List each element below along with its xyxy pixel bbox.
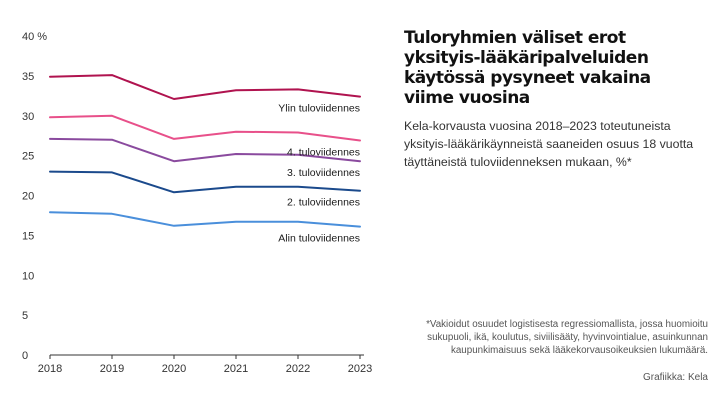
series-line: [49, 74, 361, 100]
y-tick-label: 40 %: [22, 31, 47, 43]
series-line: [49, 211, 361, 228]
y-tick-label: 30: [22, 111, 34, 123]
text-panel: Tuloryhmien väliset erot yksityis-lääkär…: [404, 28, 704, 171]
chart-title: Tuloryhmien väliset erot yksityis-lääkär…: [404, 28, 651, 108]
y-tick-label: 20: [22, 191, 34, 203]
y-tick-label: 15: [22, 230, 34, 242]
series-line: [49, 137, 361, 163]
x-axis: 2018 2019 2020 2021 2022 2023: [38, 354, 372, 375]
x-tick-label: 2021: [224, 363, 248, 375]
series-label: 2. tuloviidennes: [287, 197, 360, 209]
chart-subtitle: Kela-korvausta vuosina 2018–2023 toteutu…: [404, 119, 694, 169]
x-tick-label: 2019: [100, 363, 124, 375]
series-labels: Ylin tuloviidennes 4. tuloviidennes 3. tul…: [278, 103, 360, 245]
series-label: Ylin tuloviidennes: [278, 103, 360, 115]
footnote: *Vakioidut osuudet logistisesta regressi…: [426, 319, 708, 356]
y-tick-label: 25: [22, 151, 34, 163]
series-line: [49, 170, 361, 194]
x-tick-label: 2023: [348, 363, 372, 375]
series-label: Alin tuloviidennes: [278, 233, 360, 245]
series-line: [49, 114, 361, 142]
credit: Grafiikka: Kela: [642, 372, 708, 383]
x-tick-label: 2022: [286, 363, 310, 375]
y-tick-label: 35: [22, 71, 34, 83]
y-tick-label: 0: [22, 350, 28, 362]
series-label: 3. tuloviidennes: [287, 167, 360, 179]
y-tick-label: 5: [22, 310, 28, 322]
x-tick-label: 2018: [38, 363, 62, 375]
y-axis: 0 5 10 15 20 25 30 35 40 %: [22, 31, 47, 362]
series-label: 4. tuloviidennes: [287, 146, 360, 158]
y-tick-label: 10: [22, 270, 34, 282]
series-lines: [49, 74, 361, 228]
x-tick-label: 2020: [162, 363, 186, 375]
